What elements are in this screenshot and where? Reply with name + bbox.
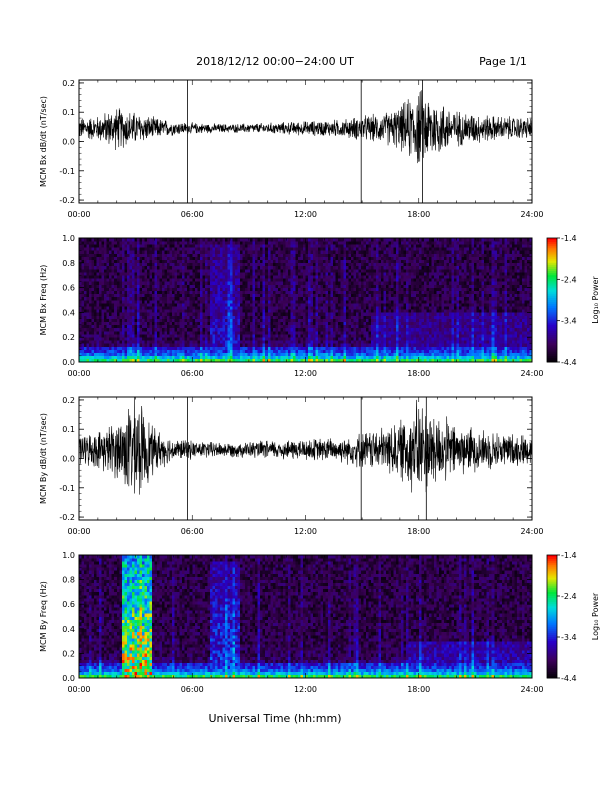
x-tick-label: 24:00 <box>520 685 543 694</box>
panel-3: 0.2 0.1 0.0 -0.1 -0.2 00:00 06:00 12:00 18:00 24:… <box>39 393 544 536</box>
x-tick-label: 12:00 <box>294 210 317 219</box>
panel-4: -1.4 -2.4 -3.4 -4.4 Log₁₀ Power 1.0 0.8 0.6 0.4 0… <box>39 551 600 694</box>
spectrogram-cells <box>79 555 532 678</box>
colorbar-tick-label: -3.4 <box>561 633 577 642</box>
x-tick-label: 18:00 <box>407 527 430 536</box>
y-tick-label: -0.2 <box>59 513 75 522</box>
colorbar-tick-label: -3.4 <box>561 317 577 326</box>
colorbar-tick-label: -2.4 <box>561 275 577 284</box>
y-tick-label: -0.2 <box>59 196 75 205</box>
colorbar-tick-label: -2.4 <box>561 592 577 601</box>
y-tick-label: -0.1 <box>59 484 75 493</box>
x-tick-label: 24:00 <box>520 527 543 536</box>
plot-frame <box>79 80 532 203</box>
page-number: Page 1/1 <box>479 55 527 68</box>
y-axis-title: MCM By Freq (Hz) <box>39 581 48 652</box>
x-tick-label: 00:00 <box>67 527 90 536</box>
y-tick-label: 0.4 <box>62 625 75 634</box>
x-tick-label: 00:00 <box>67 210 90 219</box>
x-tick-label: 06:00 <box>181 527 204 536</box>
y-tick-label: 0.8 <box>62 259 75 268</box>
x-tick-label: 12:00 <box>294 685 317 694</box>
y-tick-label: 0.2 <box>62 649 75 658</box>
y-tick-label: 0.0 <box>62 138 75 147</box>
y-tick-label: 0.6 <box>62 284 75 293</box>
y-tick-label: -0.1 <box>59 167 75 176</box>
y-tick-label: 1.0 <box>62 234 75 243</box>
colorbar-tick-label: -1.4 <box>561 234 577 243</box>
y-tick-label: 0.0 <box>62 674 75 683</box>
x-tick-label: 06:00 <box>181 369 204 378</box>
colorbar-label: Log₁₀ Power <box>591 592 600 640</box>
x-axis-title: Universal Time (hh:mm) <box>209 712 342 725</box>
x-tick-label: 00:00 <box>67 369 90 378</box>
waveform-trace <box>79 393 532 495</box>
colorbar-tick-label: -4.4 <box>561 674 577 683</box>
colorbar: -1.4 -2.4 -3.4 -4.4 Log₁₀ Power <box>547 551 600 683</box>
x-tick-label: 06:00 <box>181 210 204 219</box>
spectrogram-cells <box>79 238 532 362</box>
x-tick-label: 06:00 <box>181 685 204 694</box>
x-tick-label: 18:00 <box>407 369 430 378</box>
colorbar-tick-label: -1.4 <box>561 551 577 560</box>
panel-2: -1.4 -2.4 -3.4 -4.4 Log₁₀ Power 1.0 0.8 0.6 0.4 0… <box>39 234 600 378</box>
y-tick-label: 0.1 <box>62 108 75 117</box>
panels: 0.2 0.1 0.0 -0.1 -0.2 00:00 06:00 12:00 18:00 24:… <box>39 79 600 694</box>
x-tick-label: 18:00 <box>407 685 430 694</box>
y-tick-label: 0.0 <box>62 358 75 367</box>
x-tick-label: 24:00 <box>520 369 543 378</box>
colorbar-label: Log₁₀ Power <box>591 276 600 324</box>
y-tick-label: 0.2 <box>62 396 75 405</box>
y-tick-label: 0.1 <box>62 425 75 434</box>
x-tick-label: 00:00 <box>67 685 90 694</box>
y-tick-label: 0.2 <box>62 333 75 342</box>
x-tick-label: 12:00 <box>294 527 317 536</box>
x-tick-label: 12:00 <box>294 369 317 378</box>
y-tick-label: 0.6 <box>62 600 75 609</box>
y-tick-label: 0.2 <box>62 79 75 88</box>
panel-1: 0.2 0.1 0.0 -0.1 -0.2 00:00 06:00 12:00 18:00 24:… <box>39 79 544 219</box>
colorbar-tick-label: -4.4 <box>561 358 577 367</box>
colorbar: -1.4 -2.4 -3.4 -4.4 Log₁₀ Power <box>547 234 600 367</box>
y-axis-title: MCM By dB/dt (nT/sec) <box>39 413 48 504</box>
y-tick-label: 0.0 <box>62 455 75 464</box>
waveform-trace <box>79 90 532 163</box>
y-tick-label: 1.0 <box>62 551 75 560</box>
x-tick-label: 24:00 <box>520 210 543 219</box>
report-title: 2018/12/12 00:00−24:00 UT <box>196 55 354 68</box>
y-axis-title: MCM Bx dB/dt (nT/sec) <box>39 96 48 187</box>
x-tick-label: 18:00 <box>407 210 430 219</box>
y-axis-title: MCM Bx Freq (Hz) <box>39 265 48 336</box>
y-tick-label: 0.8 <box>62 576 75 585</box>
y-tick-label: 0.4 <box>62 308 75 317</box>
